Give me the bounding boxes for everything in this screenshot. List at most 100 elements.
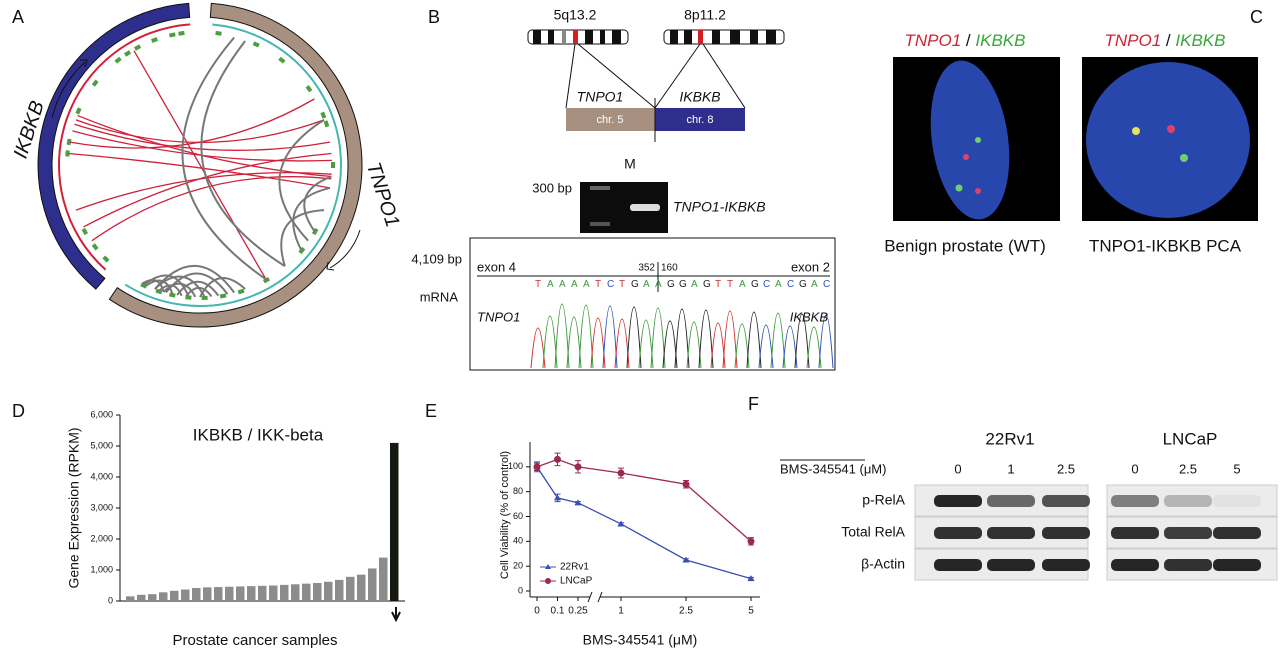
arrow (329, 229, 361, 269)
link (145, 279, 174, 295)
band (1111, 559, 1159, 571)
dose: 5 (1233, 461, 1240, 476)
feature (102, 255, 110, 263)
probe-title: TNPO1 / IKBKB (905, 31, 1026, 50)
signal (975, 137, 981, 143)
track (124, 23, 342, 307)
link (280, 209, 325, 267)
base: A (691, 279, 698, 290)
nucleus (930, 60, 1010, 220)
base: C (607, 279, 614, 290)
feature (331, 162, 335, 168)
base: G (631, 279, 639, 290)
row-label: p-RelA (862, 492, 905, 508)
dose: 1 (1007, 461, 1014, 476)
x-tick-label: 0.1 (551, 606, 565, 617)
separator: / (1166, 31, 1171, 50)
bar (203, 587, 212, 601)
feature (81, 227, 89, 236)
base: G (667, 279, 675, 290)
feature (123, 50, 132, 57)
feature (91, 243, 99, 251)
position-label: 160 (661, 263, 678, 274)
bar (170, 590, 179, 601)
peak (626, 306, 642, 369)
base: T (595, 279, 601, 290)
link (292, 186, 331, 251)
band-label: 8p11.2 (684, 7, 726, 23)
chromosome (663, 29, 785, 45)
bar (126, 596, 135, 601)
peak (698, 309, 714, 369)
base: A (655, 279, 662, 290)
base: G (703, 279, 711, 290)
band (1042, 559, 1090, 571)
gel-label: TNPO1-IKBKB (673, 199, 766, 215)
fusion-part (566, 108, 655, 131)
point (617, 469, 625, 477)
feature (298, 246, 306, 255)
peak (770, 312, 786, 369)
peak (710, 322, 726, 369)
chr-label: chr. 5 (597, 114, 624, 126)
band (1111, 495, 1159, 507)
band (934, 527, 982, 539)
exon-label: exon 4 (477, 259, 516, 274)
base: A (571, 279, 578, 290)
point (682, 480, 690, 488)
caption: TNPO1-IKBKB PCA (1089, 236, 1242, 255)
link (75, 119, 325, 143)
peak (638, 319, 654, 369)
panel-letter: D (12, 401, 25, 421)
signal (963, 154, 969, 160)
base: A (739, 279, 746, 290)
peak (674, 308, 690, 369)
band (987, 559, 1035, 571)
arrow (80, 59, 88, 68)
bar (236, 586, 245, 601)
y-tick-label: 3,000 (90, 502, 113, 512)
mrna-length: 4,109 bp (411, 251, 462, 266)
y-tick-label: 1,000 (90, 564, 113, 574)
y-tick-label: 0 (108, 595, 113, 605)
peak (794, 313, 810, 369)
point (747, 537, 755, 545)
peak (662, 320, 678, 369)
gel-marker: M (624, 156, 636, 172)
bar (192, 587, 201, 601)
bar (269, 585, 278, 601)
feature (133, 44, 142, 51)
y-tick-label: 0 (518, 585, 523, 595)
band (1042, 527, 1090, 539)
series-line (536, 458, 752, 542)
y-tick-label: 100 (508, 461, 523, 471)
x-axis-label: Prostate cancer samples (172, 632, 337, 649)
feature (178, 30, 185, 36)
chromosome (527, 29, 629, 45)
x-tick-label: 5 (748, 606, 754, 617)
band (1164, 559, 1212, 571)
signal (1180, 154, 1188, 162)
dose: 0 (1131, 461, 1138, 476)
feature (75, 107, 82, 115)
feature (219, 293, 227, 299)
ideogram (108, 2, 363, 328)
base: G (679, 279, 687, 290)
panel-letter: C (1250, 7, 1263, 27)
base: A (559, 279, 566, 290)
bar (247, 586, 256, 601)
dose: 2.5 (1057, 461, 1075, 476)
base: A (811, 279, 818, 290)
link (199, 276, 246, 298)
peak (542, 315, 558, 369)
point (554, 455, 561, 463)
gel-band (590, 222, 610, 226)
bar (280, 584, 289, 601)
point (574, 463, 582, 471)
base: C (787, 279, 794, 290)
peak (722, 310, 738, 369)
feature (252, 41, 260, 48)
axis-break (587, 591, 603, 603)
mrna-label: mRNA (420, 289, 459, 304)
feature (215, 30, 222, 36)
